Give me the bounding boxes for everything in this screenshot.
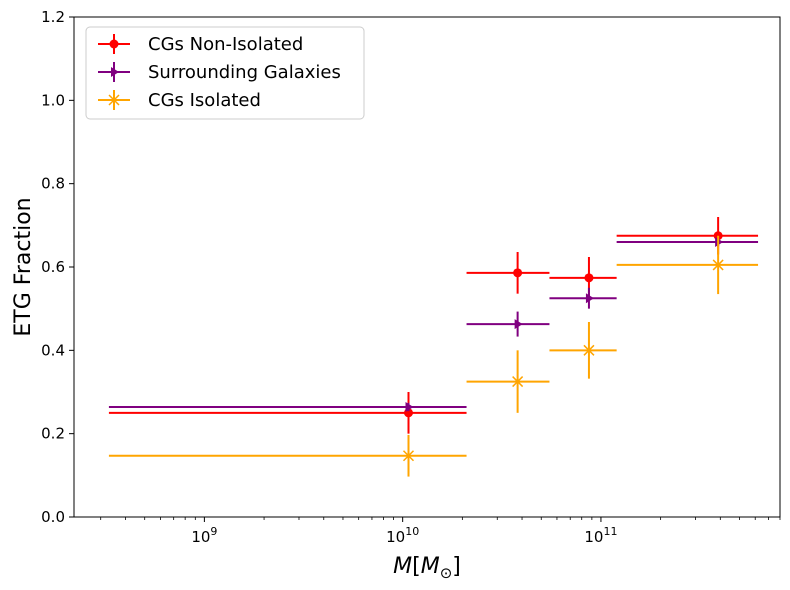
point-marker [111,67,119,77]
point-marker [514,319,523,330]
x-axis-label: M[M⊙] [393,554,461,582]
y-tick-label: 0.8 [41,175,65,193]
series-cgs-non-isolated [108,217,759,434]
point-marker [109,39,119,49]
y-tick-label: 0.2 [41,425,65,443]
point-marker [405,402,414,412]
x-tick-label: 1010 [386,525,419,546]
series-surrounding-galaxies [108,237,759,412]
legend-label: CGs Non-Isolated [148,34,303,55]
point-marker [712,259,724,271]
x-tick-label: 1011 [584,525,617,546]
y-tick-label: 1.2 [41,8,65,26]
legend-box [85,26,365,120]
point-marker [584,273,594,283]
y-tick-label: 1.0 [41,91,65,109]
y-tick-label: 0.4 [41,341,65,359]
legend-item: CGs Non-Isolated [98,34,303,55]
point-marker [512,376,524,388]
legend-item: Surrounding Galaxies [98,62,341,83]
y-tick-label: 0.0 [41,508,65,526]
legend-label: CGs Isolated [148,90,261,111]
point-marker [402,450,415,462]
y-axis-label: ETG Fraction [11,197,36,336]
x-tick-label: 109 [191,525,217,546]
point-marker [513,268,523,278]
point-marker [583,344,595,356]
legend-item: CGs Isolated [98,90,261,111]
legend-label: Surrounding Galaxies [148,62,341,83]
legend: CGs Non-Isolated Surrounding Galaxies CGs … [85,26,365,120]
y-tick-label: 0.6 [41,258,65,276]
series-cgs-isolated [108,235,759,477]
point-marker [108,94,120,106]
point-marker [585,293,594,304]
